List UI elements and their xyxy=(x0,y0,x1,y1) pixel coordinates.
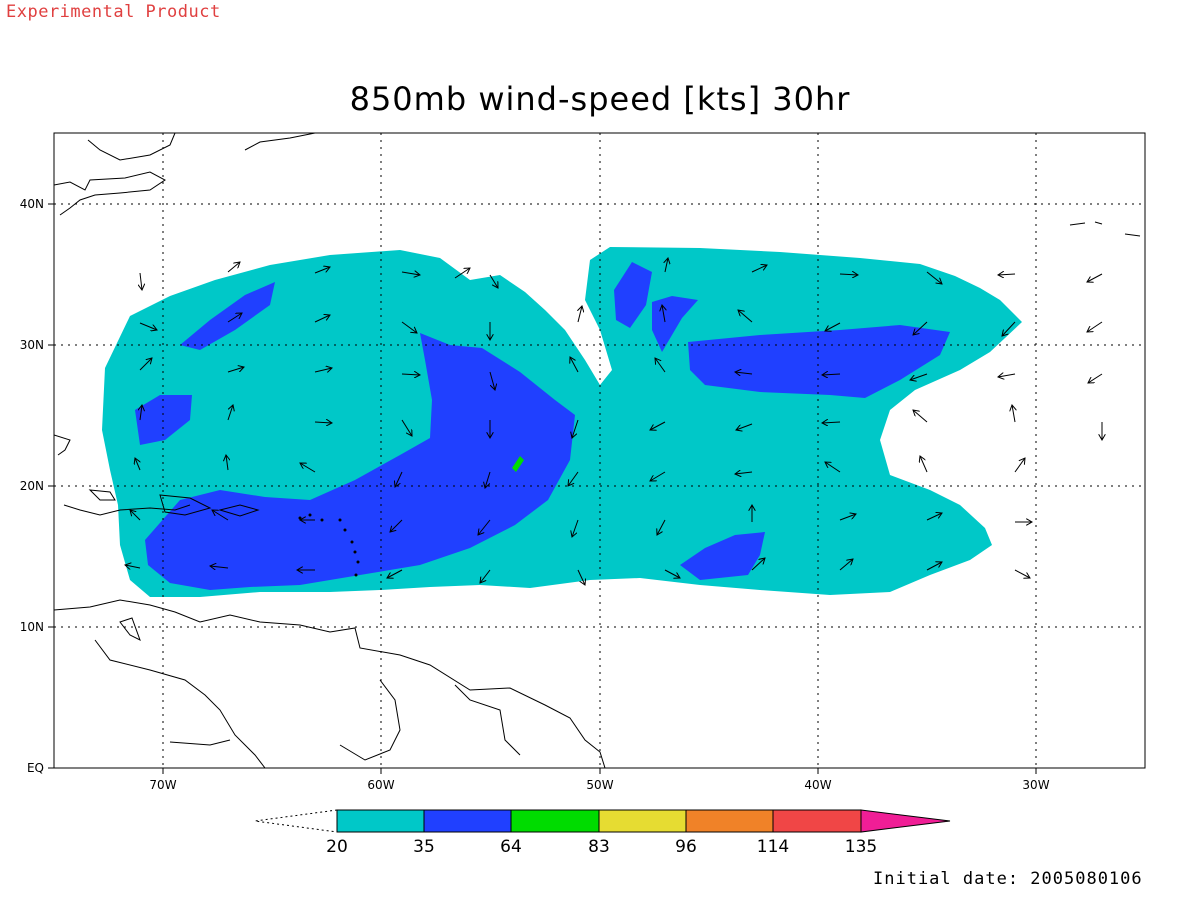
colorbar-tick-label: 64 xyxy=(500,837,522,857)
lat-label: 20N xyxy=(20,479,44,493)
colorbar-swatch xyxy=(423,809,512,833)
lon-label: 70W xyxy=(149,778,176,792)
colorbar-tick-label: 114 xyxy=(757,837,789,857)
experimental-product-label: Experimental Product xyxy=(6,2,221,22)
coastlines xyxy=(54,133,1141,768)
wind-vectors xyxy=(125,258,1102,585)
wind-35-64-region-nw xyxy=(180,282,275,350)
colorbar-swatch xyxy=(685,809,774,833)
colorbar-tick-label: 96 xyxy=(675,837,697,857)
wind-35-64-region-north xyxy=(614,262,698,352)
graticule xyxy=(54,133,1145,768)
lon-label: 60W xyxy=(367,778,394,792)
lon-label: 30W xyxy=(1022,778,1049,792)
latitude-labels: 40N 30N 20N 10N EQ xyxy=(20,197,44,775)
wind-35-64-region-main xyxy=(145,333,575,590)
lat-label: 40N xyxy=(20,197,44,211)
colorbar-tick-label: 20 xyxy=(326,837,348,857)
map-title: 850mb wind-speed [kts] 30hr xyxy=(349,80,851,118)
wind-35-64-region-south xyxy=(680,532,765,580)
colorbar-swatch xyxy=(772,809,862,833)
colorbar: 20 35 64 83 96 114 135 xyxy=(254,809,951,857)
lon-label: 50W xyxy=(586,778,613,792)
colorbar-swatch xyxy=(510,809,600,833)
axis-ticks xyxy=(48,203,1037,774)
colorbar-tick-label: 135 xyxy=(845,837,877,857)
colorbar-tick-label: 83 xyxy=(588,837,610,857)
lesser-antilles-islands xyxy=(298,513,360,577)
lat-label: EQ xyxy=(27,761,44,775)
colorbar-over-triangle xyxy=(860,809,951,833)
colorbar-tick-label: 35 xyxy=(413,837,435,857)
lat-label: 30N xyxy=(20,338,44,352)
lat-label: 10N xyxy=(20,620,44,634)
lon-label: 40W xyxy=(804,778,831,792)
colorbar-swatch xyxy=(336,809,425,833)
wind-64-83-spot xyxy=(512,456,524,472)
colorbar-swatch xyxy=(598,809,687,833)
colorbar-under-triangle xyxy=(254,809,338,833)
map-content xyxy=(54,133,1145,768)
wind-35-64-region-ne xyxy=(688,325,950,398)
longitude-labels: 70W 60W 50W 40W 30W xyxy=(149,778,1049,792)
initial-date: Initial date: 2005080106 xyxy=(873,869,1143,889)
